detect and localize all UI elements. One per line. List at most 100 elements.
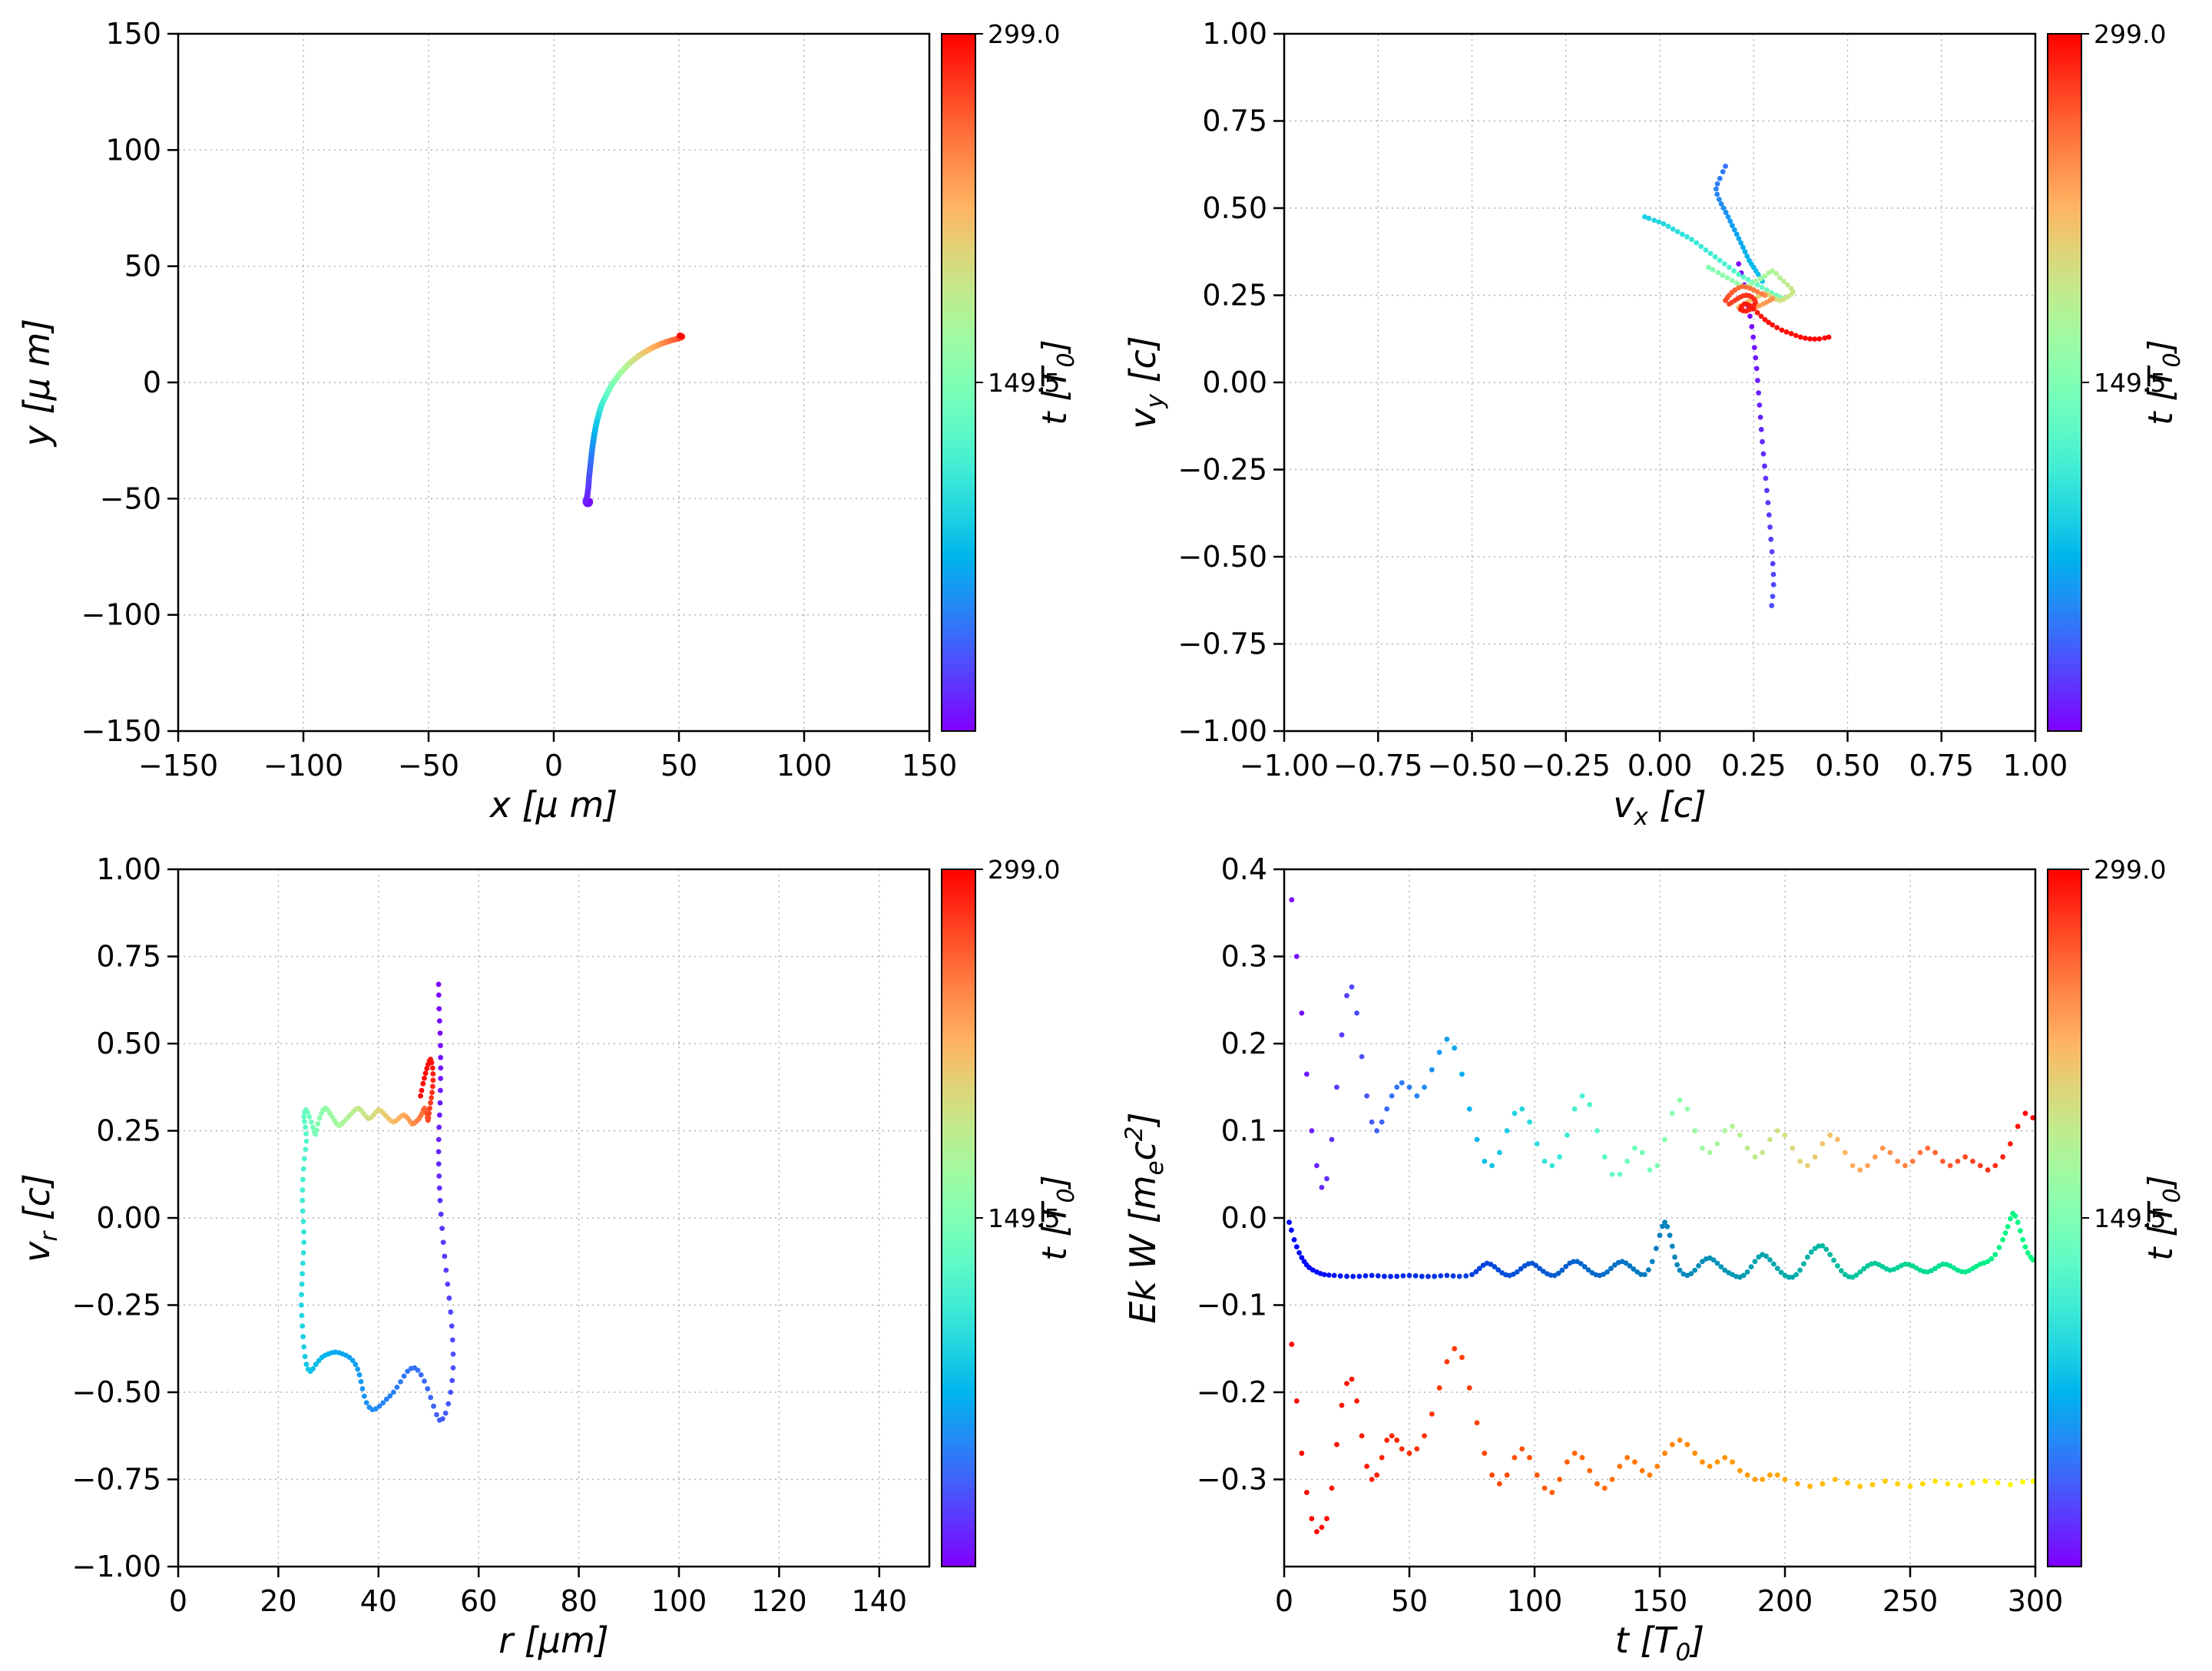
x-tick-label: 50 [661,749,697,783]
x-tick-label: 0 [169,1584,187,1618]
x-tick-label: 0.75 [1909,749,1974,783]
x-tick-label: 100 [651,1584,707,1618]
y-tick-label: 0.0 [1221,1201,1267,1235]
x-tick-label: 140 [852,1584,908,1618]
y-tick-label: 0.3 [1221,940,1267,974]
series-2-dots [1642,213,1786,302]
colorbar: 299.0 149.5t [T0] [941,19,1080,732]
colorbar-tick-label: 149.5 [2094,368,2166,398]
y-axis: −0.3 −0.2 −0.1 0.0 0.1 0.2 0.3 0.4 [1197,852,1284,1497]
x-tick-label: −0.25 [1522,749,1611,783]
plot-energy-time: 0 50 100 150 200 250 300 −0.3 −0.2 −0.1 0.0 0.1 0.2 0… [1121,852,2186,1666]
subplot-r-vr: 0 20 40 60 80 100 120 140 −1.00 −0.75 −0.50 −0.25 0.… [0,836,1106,1671]
x-tick-label: 0.00 [1628,749,1693,783]
x-axis: 0 20 40 60 80 100 120 140 [169,1567,907,1618]
y-tick-label: −0.75 [72,1463,161,1497]
colorbar-tick-label: 299.0 [988,855,1060,885]
y-tick-label: 1.00 [96,852,161,886]
colorbar: 299.0 149.5t [T0] [2047,19,2186,732]
x-tick-label: −0.50 [1427,749,1516,783]
y-tick-label: −0.25 [72,1289,161,1322]
x-tick-label: 100 [1507,1584,1563,1618]
plot-xy: −150 −100 −50 0 50 100 150 −150 −100 −50 0 50 100 150… [16,17,1080,826]
colorbar-label: t [T0] [1035,1175,1080,1261]
y-axis: −150 −100 −50 0 50 100 150 [81,17,178,748]
x-axis-label: t [T0] [1615,1620,1704,1666]
x-axis-label: vx [c] [1613,784,1706,831]
x-tick-label: −150 [138,749,218,783]
series-2-dots [1289,1342,2036,1534]
grid [177,869,929,1567]
x-tick-label: −0.75 [1333,749,1422,783]
y-tick-label: 0.00 [96,1201,161,1235]
colorbar-gradient [941,869,976,1567]
x-tick-label: 0.25 [1721,749,1786,783]
x-tick-label: −50 [398,749,459,783]
x-tick-label: 150 [902,749,958,783]
x-tick-label: −100 [263,749,343,783]
y-tick-label: −0.2 [1197,1375,1267,1409]
y-tick-label: −0.25 [1178,453,1267,487]
subplot-vx-vy: −1.00 −0.75 −0.50 −0.25 0.00 0.25 0.50 0.75 1.00… [1106,0,2212,836]
y-tick-label: −50 [100,481,161,515]
x-tick-label: 0 [1275,1584,1293,1618]
series-1-dots [1713,164,1765,284]
x-axis-label: x [μ m] [488,784,618,826]
x-tick-label: 300 [2008,1584,2064,1618]
y-axis-label: Ek W [mec2] [1121,1112,1169,1323]
series-0-dots [298,981,456,1423]
y-tick-label: 0.2 [1221,1027,1267,1061]
colorbar-tick-label: 299.0 [2094,855,2166,885]
grid [1283,33,2036,732]
series-0-dots [1736,261,1777,608]
x-tick-label: 0 [545,749,563,783]
plot-r-vr: 0 20 40 60 80 100 120 140 −1.00 −0.75 −0.50 −0.25 0.… [16,852,1080,1661]
colorbar-gradient [2047,869,2082,1567]
series-0-dots [1289,897,2036,1190]
y-tick-label: 100 [105,133,161,167]
x-tick-label: 100 [777,749,833,783]
colorbar-label: t [T0] [2141,1175,2186,1261]
x-axis: −150 −100 −50 0 50 100 150 [138,731,957,783]
x-tick-label: 200 [1757,1584,1813,1618]
y-tick-label: 0.25 [96,1114,161,1148]
y-tick-label: 0.4 [1221,852,1267,886]
colorbar-gradient [2047,33,2082,732]
series-5-dots [1723,283,1768,303]
x-tick-label: −1.00 [1240,749,1329,783]
x-axis: −1.00 −0.75 −0.50 −0.25 0.00 0.25 0.50 0.75 1.00 [1240,731,2068,783]
colorbar: 299.0 149.5t [T0] [2047,855,2186,1567]
y-tick-label: 50 [124,250,161,283]
y-axis-label: vr [c] [16,1173,63,1262]
x-tick-label: 150 [1632,1584,1688,1618]
y-tick-label: 0.75 [1202,104,1267,138]
y-tick-label: 0.75 [96,940,161,974]
y-tick-label: −0.50 [1178,540,1267,574]
colorbar-gradient [941,33,976,732]
subplot-energy-time: 0 50 100 150 200 250 300 −0.3 −0.2 −0.1 0.0 0.1 0.2 0… [1106,836,2212,1671]
y-axis-label: y [μ m] [16,319,58,448]
colorbar-label: t [T0] [2141,339,2186,425]
colorbar-tick-label: 299.0 [988,19,1060,49]
colorbar-tick-label: 149.5 [988,1203,1060,1233]
y-axis: −1.00 −0.75 −0.50 −0.25 0.00 0.25 0.50 0.75 1.00 [1178,17,1284,748]
y-tick-label: 0.00 [1202,366,1267,399]
y-tick-label: 0 [143,366,161,399]
plot-area [177,868,931,1568]
y-tick-label: 0.50 [96,1027,161,1061]
series-0-dots [582,333,686,508]
y-axis: −1.00 −0.75 −0.50 −0.25 0.00 0.25 0.50 0.75 1.00 [72,852,178,1583]
x-tick-label: 50 [1391,1584,1428,1618]
x-axis-label: r [μm] [498,1620,609,1661]
y-tick-label: −150 [81,714,161,748]
y-tick-label: 0.25 [1202,279,1267,313]
x-tick-label: 40 [360,1584,397,1618]
y-tick-label: 0.50 [1202,191,1267,225]
y-tick-label: 1.00 [1202,17,1267,51]
plot-vx-vy: −1.00 −0.75 −0.50 −0.25 0.00 0.25 0.50 0.75 1.00… [1122,17,2186,831]
colorbar: 299.0 149.5t [T0] [941,855,1080,1567]
colorbar-tick-label: 149.5 [2094,1203,2166,1233]
y-tick-label: −0.50 [72,1375,161,1409]
y-tick-label: −1.00 [1178,714,1267,748]
